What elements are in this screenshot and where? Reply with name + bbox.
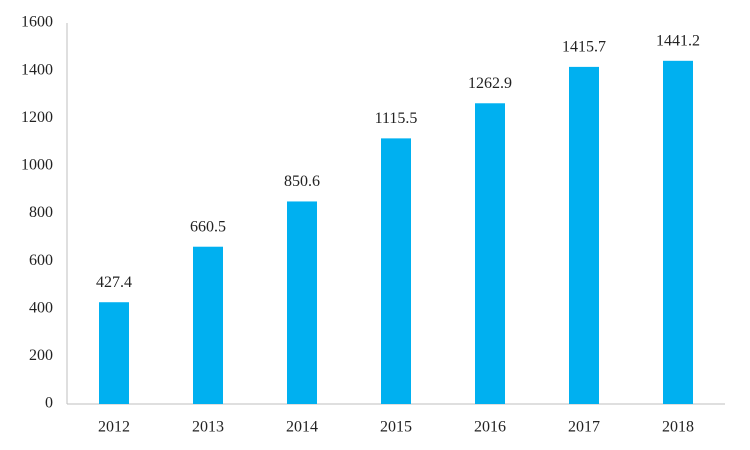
data-label: 427.4 <box>96 274 132 291</box>
data-label: 1441.2 <box>656 32 700 49</box>
y-tick-label: 1600 <box>21 14 53 31</box>
data-label: 1115.5 <box>375 110 418 127</box>
x-tick-label: 2017 <box>568 419 600 436</box>
bar <box>569 66 599 404</box>
data-label: 1262.9 <box>468 75 512 92</box>
y-tick-label: 400 <box>29 299 53 316</box>
bar <box>381 138 411 404</box>
x-tick-label: 2016 <box>474 419 506 436</box>
data-label: 1415.7 <box>562 39 606 56</box>
bar <box>475 103 505 404</box>
y-tick-label: 1000 <box>21 157 53 174</box>
y-tick-label: 1200 <box>21 109 53 126</box>
bar <box>99 302 129 404</box>
y-tick-label: 0 <box>45 395 53 412</box>
y-tick-label: 200 <box>29 347 53 364</box>
bar <box>663 60 693 405</box>
y-tick-label: 1400 <box>21 61 53 78</box>
x-tick-label: 2012 <box>98 419 130 436</box>
x-tick-label: 2018 <box>662 419 694 436</box>
x-tick-label: 2015 <box>380 419 412 436</box>
y-tick-label: 800 <box>29 204 53 221</box>
data-label: 660.5 <box>190 218 226 235</box>
bar <box>193 246 223 404</box>
bar <box>287 201 317 404</box>
y-tick-label: 600 <box>29 252 53 269</box>
x-tick-label: 2014 <box>286 419 318 436</box>
x-tick-label: 2013 <box>192 419 224 436</box>
data-label: 850.6 <box>284 173 320 190</box>
